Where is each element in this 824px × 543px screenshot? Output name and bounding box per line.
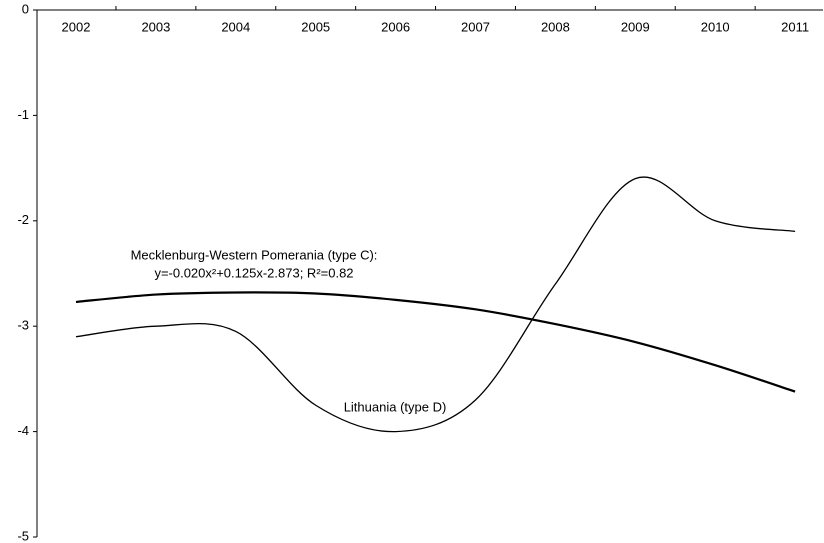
- series-label: Lithuania (type D): [344, 399, 447, 414]
- x-tick-label: 2002: [62, 19, 91, 34]
- x-tick-label: 2003: [141, 19, 170, 34]
- series-label: Mecklenburg-Western Pomerania (type C):: [131, 247, 378, 262]
- x-tick-label: 2007: [461, 19, 490, 34]
- y-tick-label: -4: [17, 423, 29, 438]
- x-tick-label: 2010: [701, 19, 730, 34]
- series-line: [75, 176, 796, 433]
- x-tick-label: 2008: [541, 19, 570, 34]
- x-tick-label: 2004: [221, 19, 250, 34]
- x-tick-label: 2009: [621, 19, 650, 34]
- x-tick-label: 2006: [381, 19, 410, 34]
- y-tick-label: -1: [17, 107, 29, 122]
- y-tick-label: -2: [17, 212, 29, 227]
- equation-annotation: y=-0.020x²+0.125x-2.873; R²=0.82: [154, 265, 353, 280]
- y-tick-label: 0: [22, 1, 29, 16]
- y-tick-label: -5: [17, 528, 29, 543]
- x-tick-label: 2011: [781, 19, 809, 34]
- y-tick-label: -3: [17, 318, 29, 333]
- series-line: [75, 291, 796, 393]
- x-tick-label: 2005: [301, 19, 330, 34]
